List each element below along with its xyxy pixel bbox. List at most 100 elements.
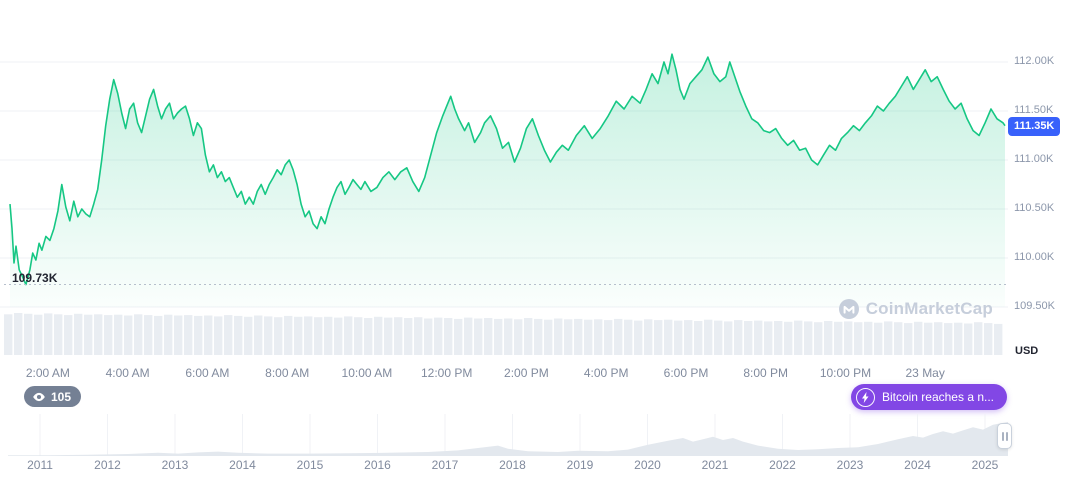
volume-bar: [174, 315, 183, 355]
volume-bar: [14, 313, 23, 355]
volume-bar: [914, 321, 923, 355]
volume-bar: [784, 321, 793, 355]
volume-bar: [854, 322, 863, 355]
volume-bar: [664, 319, 673, 355]
volume-bar: [54, 314, 63, 355]
volume-bar: [474, 318, 483, 355]
volume-bar: [594, 319, 603, 355]
x-axis: 2:00 AM 4:00 AM 6:00 AM 8:00 AM 10:00 AM 12:0…: [0, 366, 1010, 382]
y-axis-label: 110.50K: [1014, 202, 1055, 214]
volume-bar: [274, 317, 283, 355]
volume-bar: [434, 317, 443, 355]
minimap-area: [8, 422, 1008, 456]
coinmarketcap-logo-icon: [838, 299, 859, 319]
volume-bar: [454, 318, 463, 355]
volume-bar: [774, 321, 783, 355]
volume-bar: [694, 321, 703, 355]
volume-bar: [254, 315, 263, 355]
volume-bar: [884, 321, 893, 355]
y-axis: 112.00K 111.50K 111.00K 110.50K 110.00K 109.5…: [1012, 0, 1070, 360]
volume-bar: [84, 314, 93, 355]
volume-bar: [924, 322, 933, 355]
news-badge[interactable]: Bitcoin reaches a n...: [850, 384, 1007, 410]
volume-bar: [754, 320, 763, 355]
year-label: 2016: [364, 458, 391, 472]
volume-bar: [554, 318, 563, 355]
volume-bar: [734, 320, 743, 355]
year-label: 2021: [701, 458, 729, 472]
year-label: 2024: [904, 458, 931, 472]
volume-bar: [394, 317, 403, 355]
watermark-text: CoinMarketCap: [865, 299, 993, 318]
volume-bar: [144, 315, 153, 355]
volume-bar: [614, 318, 623, 355]
year-label: 2023: [836, 458, 864, 472]
volume-bar: [544, 319, 553, 355]
x-axis-label: 10:00 PM: [819, 366, 872, 380]
volume-bar: [164, 314, 173, 355]
watermark: CoinMarketCap: [838, 298, 993, 320]
y-axis-label: 112.00K: [1014, 55, 1055, 67]
volume-bar: [864, 321, 873, 355]
volume-bar: [994, 323, 1003, 355]
volume-bar: [484, 318, 493, 355]
x-axis-label: 4:00 PM: [583, 366, 629, 380]
volume-bar: [404, 318, 413, 355]
volume-bar: [284, 315, 293, 355]
volume-bar: [444, 318, 453, 355]
volume-bar: [44, 313, 53, 355]
volume-bar: [244, 316, 253, 355]
timeline-minimap[interactable]: [8, 414, 1012, 456]
volume-bar: [224, 315, 233, 355]
year-label: 2018: [499, 458, 526, 472]
volume-bar: [974, 322, 983, 355]
volume-bar: [564, 319, 573, 355]
volume-bar: [724, 321, 733, 355]
volume-bar: [314, 317, 323, 355]
year-label: 2022: [769, 458, 796, 472]
watchers-badge: 105: [24, 386, 82, 407]
x-axis-label: 4:00 AM: [105, 366, 150, 380]
volume-bar: [624, 319, 633, 355]
volume-bar: [154, 315, 163, 355]
volume-bar: [764, 321, 773, 355]
volume-bar: [574, 318, 583, 355]
y-axis-label: 110.00K: [1014, 251, 1055, 263]
volume-bar: [124, 315, 133, 355]
year-label: 2019: [566, 458, 594, 472]
x-axis-label: 23 May: [905, 366, 945, 380]
timeline-minimap-canvas[interactable]: [8, 414, 1008, 456]
volume-bar: [34, 314, 43, 355]
volume-bar: [354, 317, 363, 355]
volume-bar: [194, 315, 203, 355]
year-label: 2013: [161, 458, 189, 472]
volume-bar: [4, 314, 13, 355]
volume-bar: [844, 321, 853, 355]
volume-bar: [204, 315, 213, 355]
x-axis-label: 12:00 PM: [421, 366, 473, 380]
volume-bar: [894, 322, 903, 355]
volume-bar: [804, 321, 813, 355]
y-axis-label: 111.50K: [1014, 104, 1054, 116]
volume-bar: [714, 320, 723, 355]
volume-bar: [24, 313, 33, 355]
volume-bar: [654, 320, 663, 355]
volume-bar: [494, 318, 503, 355]
volume-bar: [414, 317, 423, 355]
x-axis-label: 6:00 PM: [663, 366, 709, 380]
volume-bar: [514, 319, 523, 355]
year-label: 2014: [229, 458, 256, 472]
price-area-fill: [10, 54, 1005, 308]
x-axis-label: 6:00 AM: [185, 366, 230, 380]
volume-bar: [264, 316, 273, 355]
volume-bar: [334, 317, 343, 355]
volume-bar: [234, 315, 243, 355]
range-handle[interactable]: [997, 423, 1012, 449]
volume-bar: [364, 318, 373, 355]
year-label: 2012: [94, 458, 121, 472]
volume-bar: [344, 316, 353, 355]
volume-bar: [834, 321, 843, 355]
price-chart-canvas[interactable]: [0, 0, 1010, 360]
volume-bar: [874, 322, 883, 355]
volume-bar: [464, 317, 473, 355]
